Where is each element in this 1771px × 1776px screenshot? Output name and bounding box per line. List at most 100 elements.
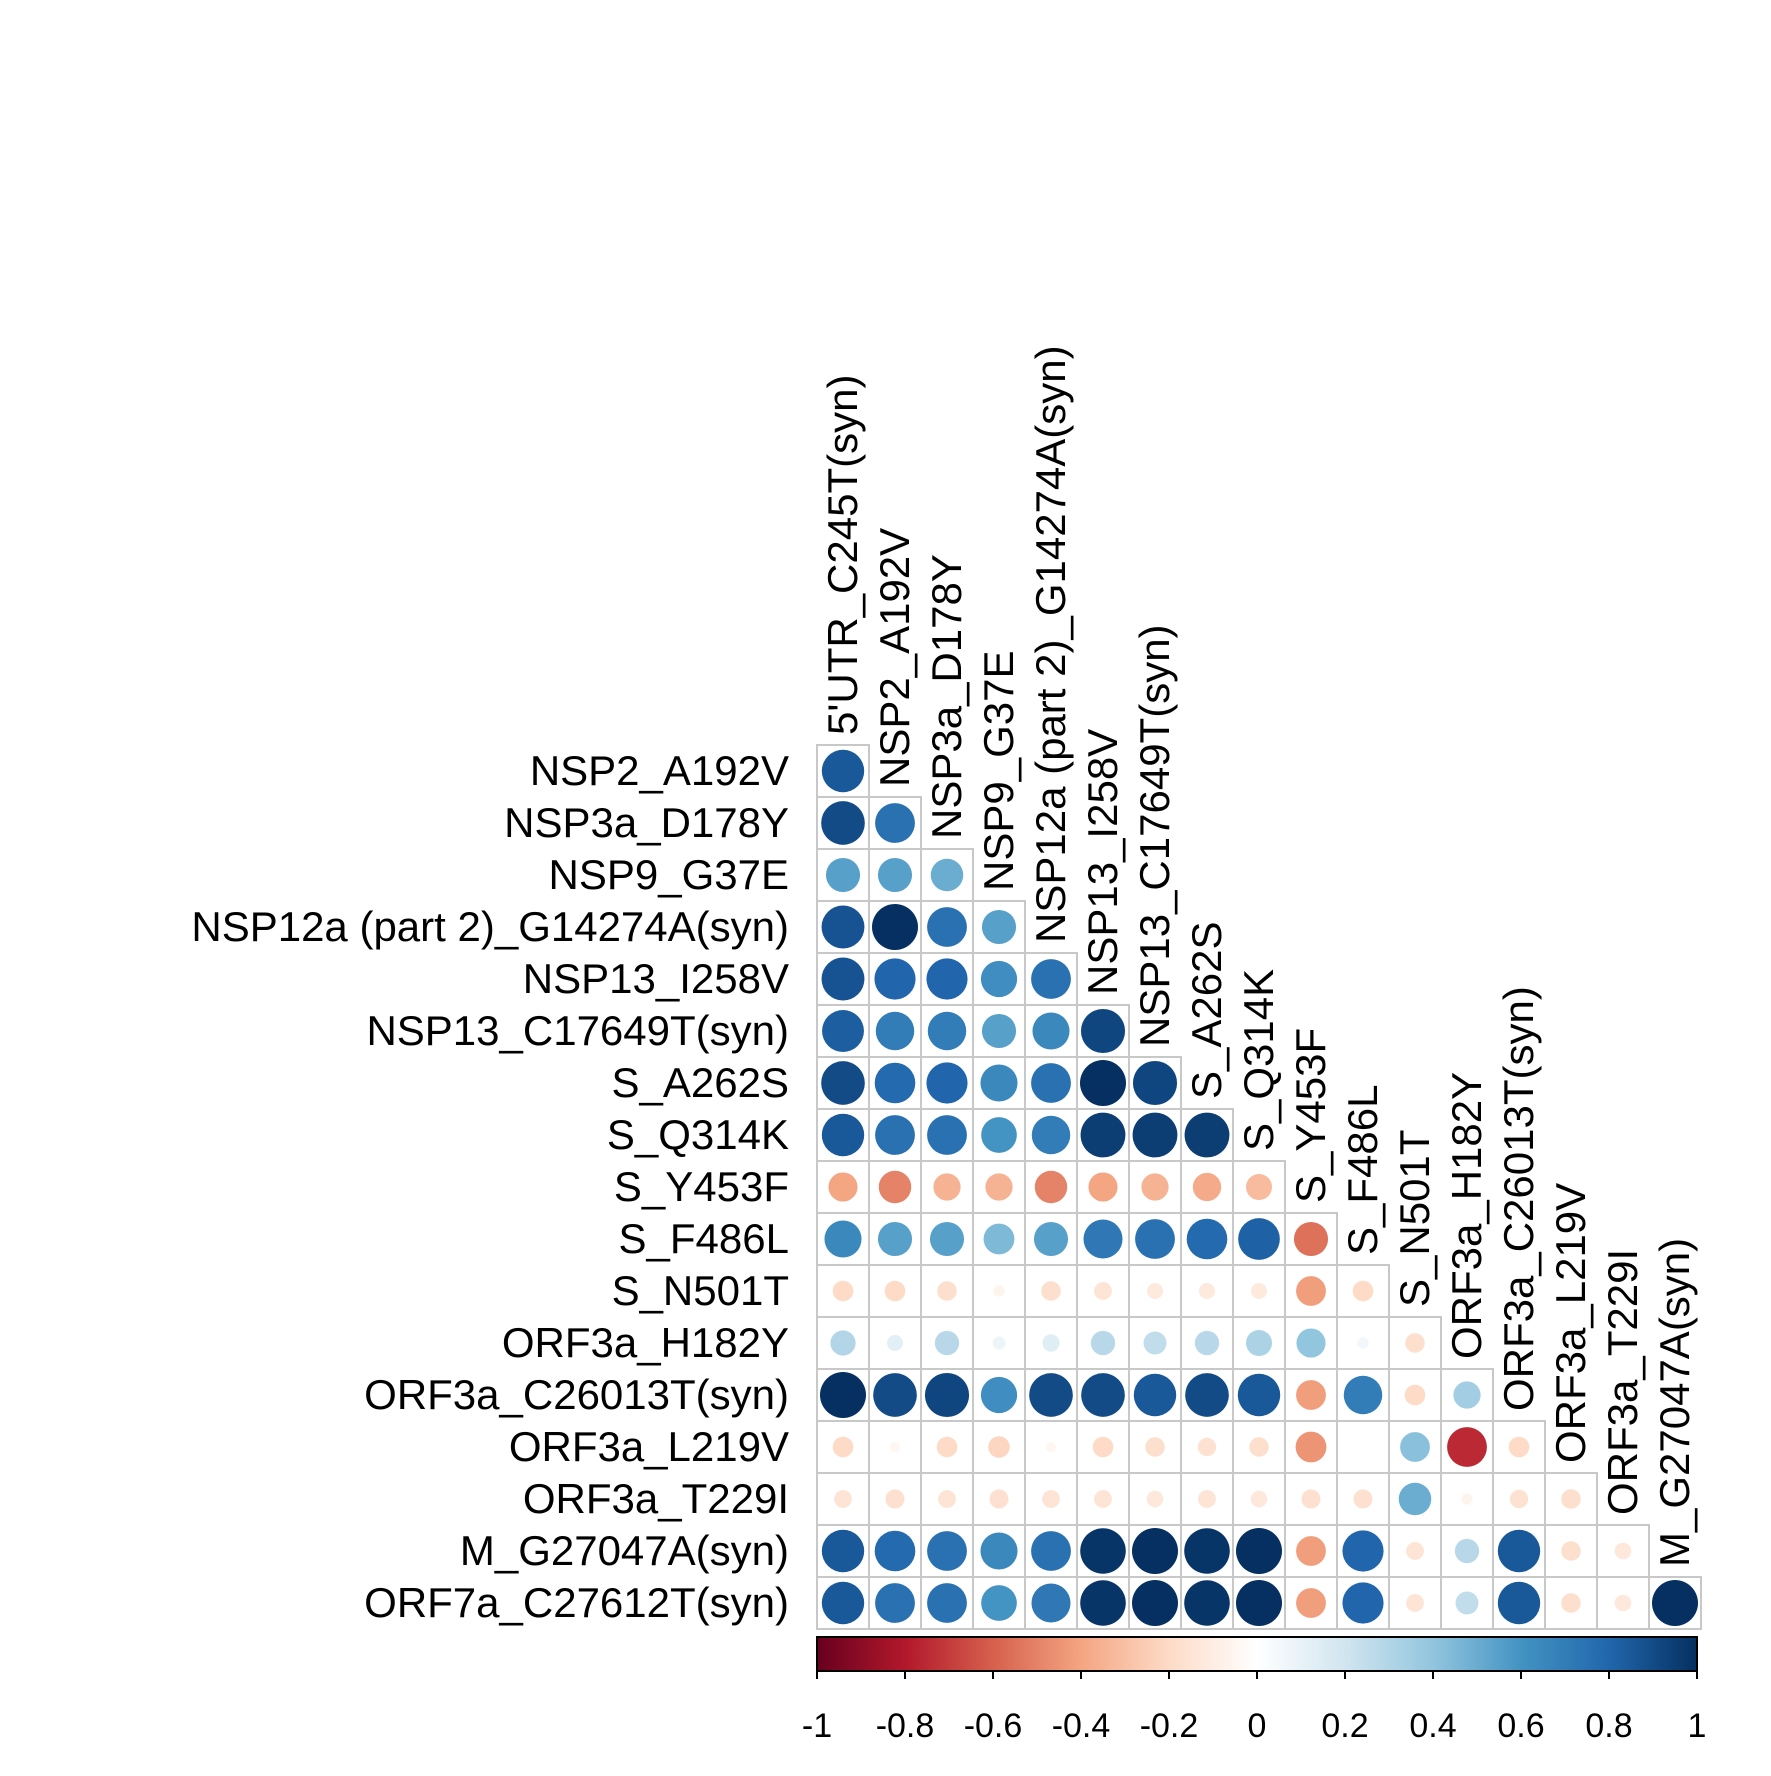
correlation-circle [1561,1489,1581,1509]
correlation-circle [1033,1221,1069,1257]
row-label: M_G27047A(syn) [460,1527,789,1574]
column-label: NSP3a_D178Y [923,554,970,839]
correlation-circle [981,1117,1017,1153]
correlation-circle [1508,1436,1530,1458]
correlation-circle [927,1583,967,1623]
correlation-circle [1132,1112,1178,1158]
correlation-circle [980,1064,1018,1102]
correlation-circle [1400,1432,1430,1462]
column-label: NSP13_C17649T(syn) [1131,624,1178,1047]
correlation-circle [1132,1528,1178,1574]
correlation-circle [820,1372,866,1418]
correlation-circle [1092,1436,1114,1458]
correlation-circle [927,907,967,947]
correlation-circle [1293,1221,1329,1257]
correlation-circle [1143,1331,1167,1355]
row-label: NSP12a (part 2)_G14274A(syn) [191,903,789,950]
column-label: NSP9_G37E [975,651,1022,891]
correlation-circle [927,1011,967,1051]
correlation-circle [1083,1219,1123,1259]
correlation-circle [1405,1333,1425,1353]
correlation-circle [1296,1588,1326,1618]
correlation-circle [1081,1373,1125,1417]
correlation-circle [1497,1529,1541,1573]
correlation-circle [1197,1437,1217,1457]
correlation-circle [1353,1489,1373,1509]
correlation-circle [1184,1112,1230,1158]
row-label: ORF3a_H182Y [502,1319,789,1366]
correlation-circle [1031,1583,1071,1623]
correlation-circle [1041,1281,1061,1301]
correlation-circle [877,1221,913,1257]
correlation-circle [934,1330,960,1356]
column-label: ORF3a_T229I [1599,1249,1646,1515]
column-label: S_F486L [1339,1085,1386,1255]
colorbar-tick-label: -0.6 [964,1707,1023,1745]
correlation-circle [1406,1542,1424,1560]
correlation-circle [875,803,915,843]
correlation-circle [873,1373,917,1417]
column-label: M_G27047A(syn) [1651,1238,1698,1567]
colorbar-tick-label: -1 [802,1707,832,1745]
correlation-circle [980,1532,1018,1570]
correlation-circle [875,1011,915,1051]
correlation-circle [821,1113,865,1157]
correlation-circle [1088,1172,1118,1202]
column-label: 5'UTR_C245T(syn) [819,375,866,735]
row-label: NSP13_I258V [523,955,789,1002]
correlation-circle [878,1170,912,1204]
correlation-circle [825,857,861,893]
correlation-circle [1296,1536,1326,1566]
correlation-circle [1185,1373,1229,1417]
correlation-circle [832,1436,854,1458]
correlation-circle [821,749,865,793]
correlation-circle [824,1220,862,1258]
correlation-circle [981,909,1017,945]
correlation-circle [1147,1283,1163,1299]
correlation-circle [1447,1427,1487,1467]
row-label: ORF3a_T229I [523,1475,789,1522]
correlation-circle [1132,1580,1178,1626]
correlation-circle [933,1173,961,1201]
correlation-circle [832,1280,854,1302]
correlation-circle [874,1062,916,1104]
row-label: S_Q314K [607,1111,789,1158]
correlation-circle [1237,1373,1281,1417]
correlation-circle [874,1530,916,1572]
correlation-circle [1561,1541,1581,1561]
correlation-circle [1186,1218,1228,1260]
correlation-circle [1342,1582,1384,1624]
correlation-circle [885,1489,905,1509]
correlation-circle [1296,1276,1326,1306]
correlation-circle [1453,1381,1481,1409]
correlation-circle [875,1115,915,1155]
correlation-circle [1080,1060,1126,1106]
row-label: S_A262S [612,1059,789,1106]
correlation-circle [1614,1594,1632,1612]
correlation-circle [1031,1531,1071,1571]
correlation-circle [1352,1280,1374,1302]
correlation-circle [1198,1490,1216,1508]
colorbar-tick-label: 1 [1688,1707,1707,1745]
correlation-circle [1045,1441,1057,1453]
matrix-cell [868,1420,922,1474]
col-labels-layer: 5'UTR_C245T(syn) NSP2_A192V NSP3a_D178Y NSP… [819,345,1698,1567]
correlation-circle [1497,1581,1541,1625]
correlation-circle [821,1529,865,1573]
correlation-circle [889,1441,901,1453]
correlation-circle [1342,1530,1384,1572]
correlation-circle [821,1581,865,1625]
correlation-circle [1245,1173,1273,1201]
correlation-circle [821,1061,865,1105]
correlation-circle [1614,1542,1632,1560]
column-label: ORF3a_C26013T(syn) [1495,986,1542,1411]
correlation-circle [1031,959,1071,999]
correlation-circle [1194,1330,1220,1356]
column-label: NSP2_A192V [871,528,918,787]
row-label: NSP3a_D178Y [504,799,789,846]
correlation-circle [981,1585,1017,1621]
correlation-circle [1454,1538,1480,1564]
correlation-circle [1090,1330,1116,1356]
